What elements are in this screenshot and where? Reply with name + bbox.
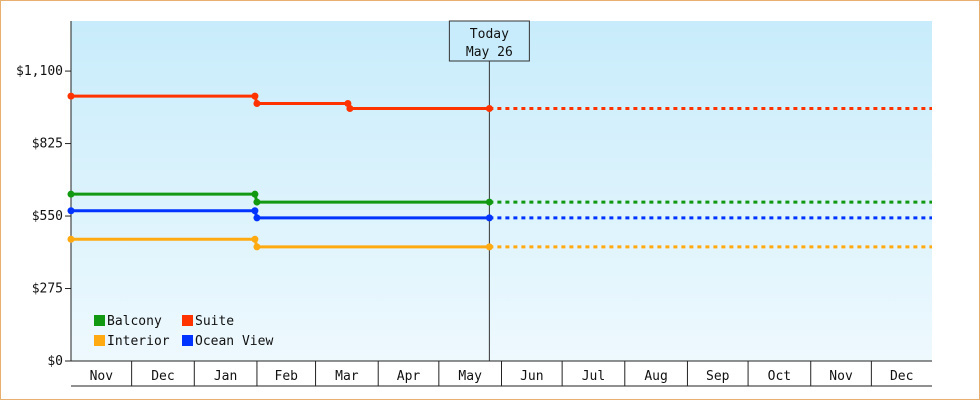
series-line-interior xyxy=(71,237,490,249)
today-box xyxy=(448,20,530,62)
data-point xyxy=(485,243,493,251)
data-point xyxy=(253,198,261,206)
legend-swatch-suite xyxy=(182,315,193,326)
series-suite xyxy=(67,92,932,113)
data-point xyxy=(253,214,261,222)
series-balcony xyxy=(67,190,932,206)
x-tick-label: Dec xyxy=(890,369,913,384)
series-ocean-view xyxy=(67,207,932,222)
y-tick-label: $825 xyxy=(32,137,63,152)
legend-label-ocean-view: Ocean View xyxy=(195,334,273,349)
data-point xyxy=(485,105,493,113)
data-point xyxy=(485,198,493,206)
series-line-suite xyxy=(71,94,490,111)
x-tick-label: Nov xyxy=(829,369,853,384)
x-tick-label: Sep xyxy=(706,369,730,384)
series-interior xyxy=(67,235,932,251)
legend-label-interior: Interior xyxy=(107,334,170,349)
today-label: Today xyxy=(470,27,509,42)
data-point xyxy=(67,190,75,198)
y-tick-label: $0 xyxy=(47,354,63,369)
today-date-label: May 26 xyxy=(466,45,513,60)
data-point xyxy=(67,92,75,100)
data-point xyxy=(253,243,261,251)
y-tick-label: $1,100 xyxy=(16,64,63,79)
x-tick-label: Nov xyxy=(90,369,114,384)
legend-swatch-interior xyxy=(94,335,105,346)
legend-swatch-ocean-view xyxy=(182,335,193,346)
x-tick-label: Jun xyxy=(520,369,543,384)
x-tick-label: Oct xyxy=(768,369,791,384)
data-point xyxy=(253,99,261,107)
x-tick-label: Mar xyxy=(335,369,359,384)
plot-background xyxy=(71,21,932,361)
x-tick-label: May xyxy=(458,369,482,384)
x-tick-label: Feb xyxy=(275,369,299,384)
legend: Balcony Suite Interior Ocean View xyxy=(94,314,273,349)
data-point xyxy=(251,92,259,100)
x-tick-label: Dec xyxy=(151,369,174,384)
y-tick-label: $550 xyxy=(32,209,63,224)
y-axis: $0 $275 $550 $825 $1,100 xyxy=(16,21,72,369)
legend-swatch-balcony xyxy=(94,315,105,326)
legend-label-balcony: Balcony xyxy=(107,314,162,329)
data-point xyxy=(251,190,259,198)
x-axis: Nov Dec Jan Feb Mar Apr May Jun Jul Aug Sep Oct Nov D… xyxy=(71,360,932,387)
data-point xyxy=(251,207,259,215)
data-point xyxy=(346,105,354,113)
series-line-ocean-view xyxy=(71,209,490,220)
data-point xyxy=(251,235,259,243)
series-layer xyxy=(67,92,932,251)
data-point xyxy=(485,214,493,222)
legend-label-suite: Suite xyxy=(195,314,234,329)
x-tick-label: Apr xyxy=(397,369,421,384)
data-point xyxy=(67,207,75,215)
x-tick-label: Jan xyxy=(214,369,237,384)
x-tick-label: Aug xyxy=(644,369,667,384)
data-point xyxy=(67,235,75,243)
x-tick-label: Jul xyxy=(582,369,605,384)
series-line-balcony xyxy=(71,192,490,204)
y-tick-label: $275 xyxy=(32,282,63,297)
today-marker: Today May 26 xyxy=(448,20,530,361)
